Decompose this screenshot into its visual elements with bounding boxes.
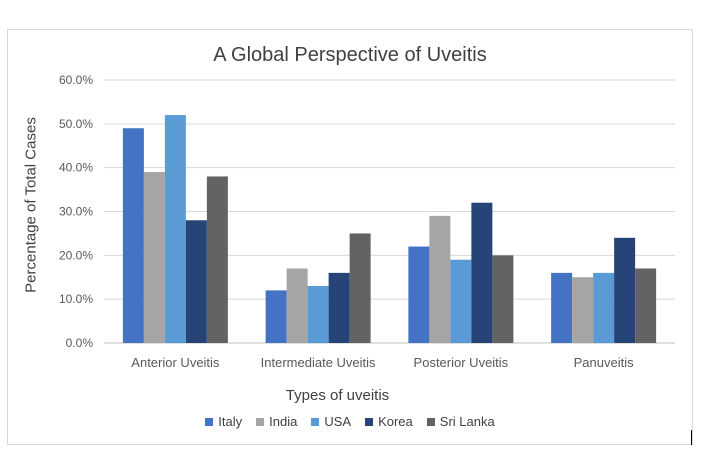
bar [593,272,615,343]
legend-label: Sri Lanka [439,414,495,429]
bar [185,220,207,343]
bar [122,128,144,343]
bar [614,237,636,343]
bar [450,259,472,343]
legend-label: India [269,414,298,429]
y-tick-label: 0.0% [66,336,94,350]
x-tick-label: Panuveitis [574,355,634,370]
legend-item: Korea [365,414,413,429]
bar [328,272,350,343]
bar [349,233,371,343]
chart-title: A Global Perspective of Uveitis [213,44,487,66]
bar [471,202,493,343]
bar [572,277,594,343]
x-tick-label: Intermediate Uveitis [261,355,376,370]
window-edge-mark [691,430,692,445]
bar [265,290,287,343]
y-tick-label: 60.0% [59,73,93,87]
x-axis-label: Types of uveitis [285,387,390,404]
bar [635,268,657,343]
legend-swatch [365,417,374,426]
bar [429,215,451,343]
bar [286,268,308,343]
y-tick-label: 40.0% [59,161,93,175]
legend-swatch [426,417,435,426]
bar [492,255,514,343]
legend-label: Italy [218,414,243,429]
chart-legend: Italy India USA Korea Sri Lanka [0,414,700,429]
bar [408,246,430,343]
legend-label: USA [324,414,352,429]
legend-swatch [311,417,320,426]
legend-item: USA [311,414,351,429]
bar [307,286,329,343]
legend-item: India [256,414,297,429]
y-tick-label: 50.0% [59,117,93,131]
x-tick-label: Posterior Uveitis [414,355,509,370]
bar [164,115,186,343]
y-tick-label: 10.0% [59,292,93,306]
bar [206,176,228,343]
bar [551,272,573,343]
legend-item: Italy [205,414,242,429]
bar [143,172,165,343]
legend-swatch [256,417,265,426]
legend-item: Sri Lanka [426,414,495,429]
legend-swatch [205,417,214,426]
y-tick-label: 30.0% [59,205,93,219]
y-tick-label: 20.0% [59,248,93,262]
legend-label: Korea [378,414,413,429]
x-tick-label: Anterior Uveitis [131,355,220,370]
